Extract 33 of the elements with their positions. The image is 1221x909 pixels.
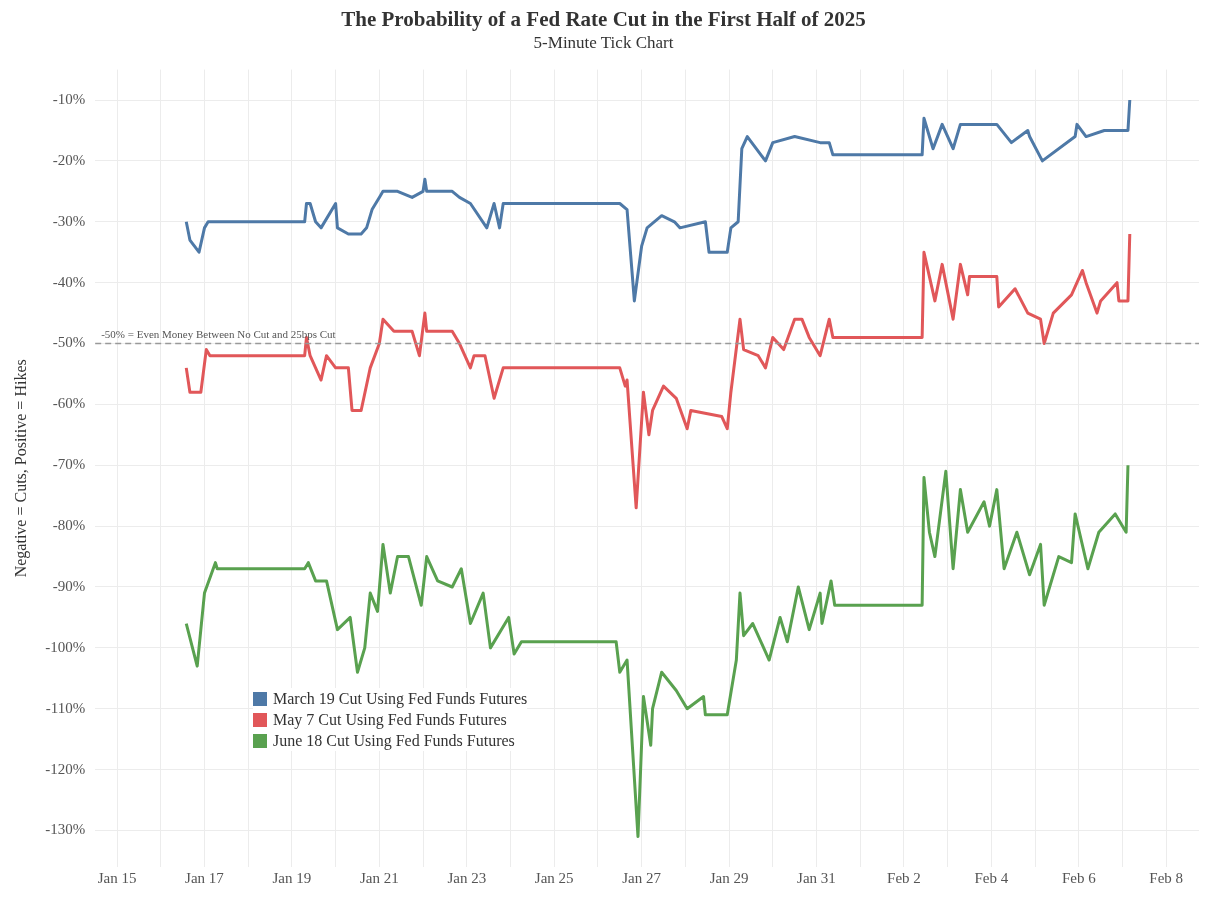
y-tick-label: -110% <box>45 699 86 716</box>
y-axis-title: Negative = Cuts, Positive = Hikes <box>11 359 30 578</box>
x-tick-label: Jan 23 <box>447 869 487 886</box>
x-tick-label: Jan 27 <box>622 869 662 886</box>
legend-label: June 18 Cut Using Fed Funds Futures <box>273 731 515 751</box>
x-tick-label: Jan 25 <box>534 869 574 886</box>
y-tick-label: -60% <box>52 395 86 412</box>
y-tick-label: -30% <box>52 212 86 229</box>
y-tick-label: -120% <box>45 760 86 777</box>
y-tick-label: -130% <box>45 821 86 838</box>
x-tick-label: Feb 8 <box>1149 869 1184 886</box>
x-tick-label: Jan 29 <box>709 869 749 886</box>
legend-label: May 7 Cut Using Fed Funds Futures <box>273 710 507 730</box>
ref-line-label: -50% = Even Money Between No Cut and 25bps Cut <box>101 327 336 340</box>
y-tick-label: -90% <box>52 577 86 594</box>
x-tick-label: Jan 21 <box>359 869 399 886</box>
y-tick-label: -10% <box>52 90 86 107</box>
x-tick-label: Jan 15 <box>97 869 137 886</box>
legend-label: March 19 Cut Using Fed Funds Futures <box>273 689 528 709</box>
x-tick-label: Jan 17 <box>185 869 225 886</box>
y-tick-label: -70% <box>52 456 86 473</box>
chart-subtitle: 5-Minute Tick Chart <box>533 32 674 52</box>
chart-title: The Probability of a Fed Rate Cut in the First Half of 2025 <box>341 7 866 32</box>
x-tick-label: Jan 31 <box>797 869 836 886</box>
x-tick-label: Jan 19 <box>272 869 312 886</box>
y-tick-label: -40% <box>52 273 86 290</box>
x-tick-label: Feb 6 <box>1061 869 1097 886</box>
y-tick-label: -20% <box>52 151 86 168</box>
x-tick-label: Feb 4 <box>974 869 1009 886</box>
y-tick-label: -100% <box>45 638 86 655</box>
x-tick-label: Feb 2 <box>887 869 921 886</box>
y-tick-label: -50% <box>52 334 86 351</box>
y-tick-label: -80% <box>52 517 86 534</box>
